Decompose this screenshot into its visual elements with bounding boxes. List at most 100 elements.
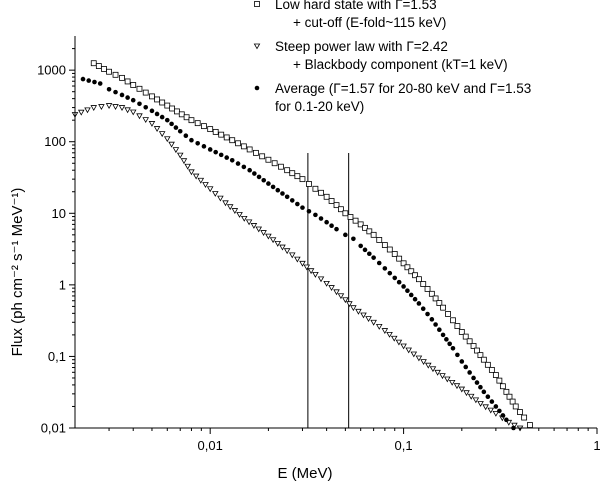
data-point bbox=[440, 332, 446, 338]
legend-entry: Average (Γ=1.57 for 20-80 keV and Γ=1.53… bbox=[254, 81, 531, 114]
x-tick-label: 0,01 bbox=[198, 438, 223, 453]
data-point bbox=[260, 230, 267, 236]
data-point bbox=[154, 96, 160, 103]
data-point bbox=[492, 410, 500, 417]
data-point bbox=[500, 413, 506, 418]
data-point bbox=[401, 284, 406, 289]
data-point bbox=[112, 104, 119, 110]
data-point bbox=[488, 367, 495, 373]
data-point bbox=[92, 79, 97, 85]
axes bbox=[74, 36, 597, 429]
data-point bbox=[454, 323, 461, 329]
data-point bbox=[390, 335, 398, 342]
data-point bbox=[153, 126, 161, 132]
data-point bbox=[415, 355, 423, 362]
data-point bbox=[294, 173, 301, 180]
data-point bbox=[137, 101, 142, 107]
data-point bbox=[499, 383, 506, 390]
data-point bbox=[474, 380, 480, 385]
data-point bbox=[84, 107, 91, 114]
data-point bbox=[470, 343, 477, 349]
data-point bbox=[169, 105, 176, 112]
data-point bbox=[517, 409, 523, 415]
data-point bbox=[472, 397, 480, 404]
data-point bbox=[246, 146, 253, 153]
data-point bbox=[478, 384, 483, 390]
data-point bbox=[445, 311, 451, 317]
data-point bbox=[201, 123, 207, 130]
data-point bbox=[172, 147, 180, 154]
data-point bbox=[229, 137, 236, 144]
data-point bbox=[485, 394, 491, 400]
data-point bbox=[278, 163, 284, 170]
data-point bbox=[218, 131, 225, 138]
data-point bbox=[471, 375, 476, 381]
data-point bbox=[265, 233, 272, 240]
data-point bbox=[362, 224, 368, 231]
data-point bbox=[362, 247, 368, 253]
data-point bbox=[240, 215, 248, 222]
data-point bbox=[497, 408, 502, 414]
data-point bbox=[235, 140, 241, 147]
data-point bbox=[420, 306, 426, 312]
data-point bbox=[467, 370, 472, 375]
y-tick-label: 0,1 bbox=[48, 349, 66, 364]
data-point bbox=[180, 158, 188, 165]
data-point bbox=[97, 81, 103, 86]
data-point bbox=[90, 60, 97, 67]
data-point bbox=[284, 194, 290, 200]
data-point bbox=[259, 153, 266, 160]
data-point bbox=[329, 223, 334, 228]
data-point bbox=[439, 373, 446, 380]
data-point bbox=[313, 212, 318, 218]
data-point bbox=[149, 108, 155, 114]
data-point bbox=[334, 226, 339, 232]
data-point bbox=[358, 243, 363, 249]
data-point bbox=[466, 338, 473, 345]
data-point bbox=[312, 272, 319, 278]
legend-entry: Low hard state with Γ=1.53 + cut-off (E-f… bbox=[254, 0, 446, 30]
data-point bbox=[420, 359, 427, 366]
data-point bbox=[506, 393, 513, 400]
data-point bbox=[90, 105, 98, 111]
data-point bbox=[295, 201, 300, 207]
data-point bbox=[352, 217, 359, 224]
data-point bbox=[350, 305, 357, 312]
data-point bbox=[492, 372, 499, 378]
data-point bbox=[202, 182, 209, 188]
data-point bbox=[337, 293, 345, 300]
data-point bbox=[437, 327, 442, 332]
data-point bbox=[173, 125, 179, 130]
data-point bbox=[224, 155, 230, 160]
data-point bbox=[429, 317, 435, 322]
legend-entry: Steep power law with Γ=2.42 + Blackbody c… bbox=[253, 39, 508, 72]
data-point bbox=[357, 221, 364, 228]
data-point bbox=[412, 272, 418, 279]
data-point bbox=[367, 251, 372, 257]
data-point bbox=[300, 205, 305, 210]
data-point bbox=[270, 184, 276, 190]
data-point bbox=[253, 149, 259, 156]
data-point bbox=[396, 279, 402, 285]
data-point bbox=[477, 401, 484, 407]
ticks: 0,01 0,1 1 0,01 0,1 1 10 100 1000 bbox=[37, 48, 600, 453]
data-point bbox=[195, 140, 200, 146]
data-point bbox=[424, 286, 431, 292]
data-point bbox=[235, 161, 241, 166]
data-point bbox=[101, 65, 107, 72]
data-point bbox=[318, 216, 324, 221]
data-point bbox=[206, 186, 214, 193]
data-point bbox=[119, 74, 125, 81]
data-point bbox=[346, 301, 353, 308]
data-point bbox=[252, 171, 257, 176]
legend-marker bbox=[254, 85, 260, 91]
data-point bbox=[212, 128, 219, 135]
data-point bbox=[136, 85, 143, 92]
x-tick-label: 0,1 bbox=[395, 438, 413, 453]
data-point bbox=[396, 255, 403, 262]
data-point bbox=[347, 214, 354, 220]
data-point bbox=[416, 301, 422, 306]
data-point bbox=[241, 164, 247, 170]
data-point bbox=[447, 341, 452, 347]
